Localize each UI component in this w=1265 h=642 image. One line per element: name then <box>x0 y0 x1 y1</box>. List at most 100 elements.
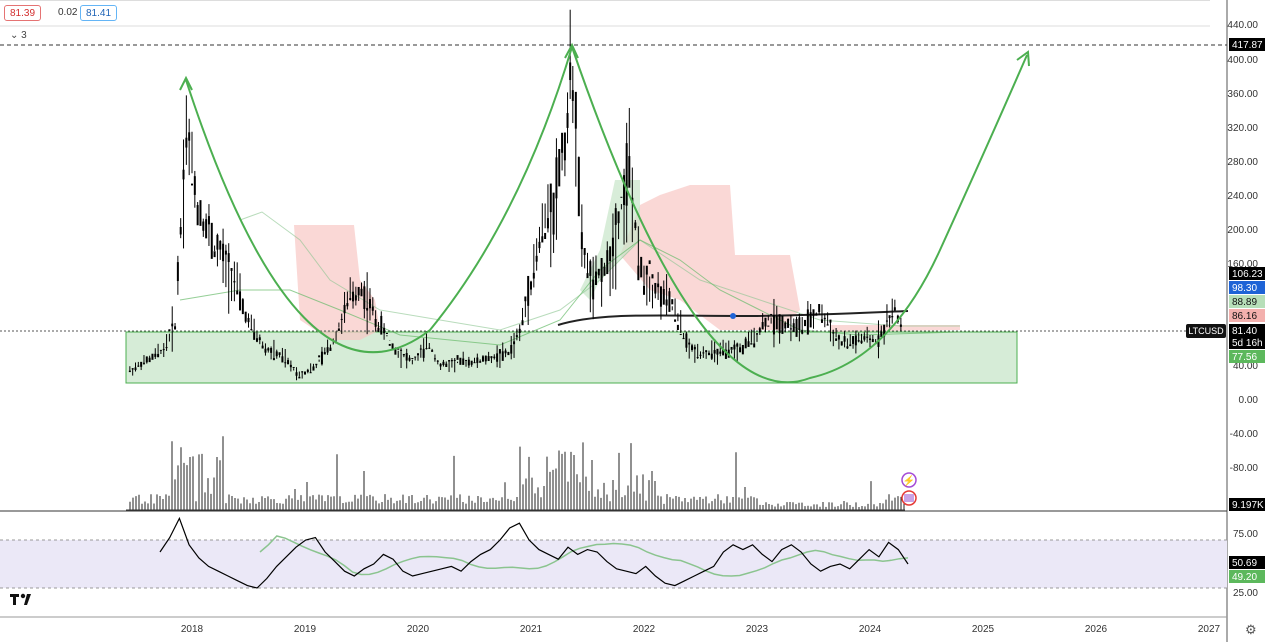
price-tick-label: 440.00 <box>1227 20 1258 31</box>
candle-body <box>419 348 422 350</box>
candle-body <box>835 338 838 341</box>
candle-body <box>854 335 857 346</box>
candle-body <box>250 329 253 331</box>
candle-body <box>767 325 770 327</box>
candle-body <box>459 357 462 365</box>
candle-body <box>473 362 476 364</box>
candle-body <box>431 350 434 352</box>
price-tick-label: 400.00 <box>1227 55 1258 66</box>
flash-event-icon[interactable] <box>901 472 917 488</box>
candle-body <box>145 356 148 363</box>
indicators-toggle[interactable]: ⌄ 3 <box>10 29 27 43</box>
candle-body <box>552 192 555 235</box>
arc-arrowhead <box>1016 50 1030 67</box>
candle-body <box>185 137 188 148</box>
candle-body <box>453 359 456 361</box>
candle-body <box>470 360 473 365</box>
cycle-arc-1[interactable] <box>185 46 573 354</box>
candle-body <box>866 336 869 338</box>
candle-body <box>719 351 722 354</box>
candle-body <box>142 362 145 364</box>
candle-body <box>137 365 140 367</box>
candle-body <box>224 250 227 255</box>
price-label-bg <box>1229 295 1265 308</box>
price-tick-label: 200.00 <box>1227 225 1258 236</box>
candle-body <box>589 261 592 276</box>
candle-body <box>691 345 694 350</box>
candle-body <box>885 320 888 322</box>
candle-body <box>366 307 369 311</box>
candle-body <box>561 132 564 153</box>
candle-body <box>674 319 677 322</box>
price-tick-label: -80.00 <box>1230 463 1259 474</box>
candle-body <box>863 336 866 340</box>
candle-body <box>391 343 394 351</box>
candle-body <box>481 356 484 362</box>
candle-body <box>659 286 662 307</box>
ask-price-button[interactable]: 81.41 <box>80 5 118 21</box>
candle-body <box>315 363 318 366</box>
candle-body <box>792 323 795 332</box>
candle-body <box>592 279 595 300</box>
candle-body <box>532 272 535 279</box>
candle-body <box>883 324 886 337</box>
candle-body <box>893 307 896 311</box>
price-tick-label: 280.00 <box>1227 157 1258 168</box>
candle-body <box>436 360 439 362</box>
neckline[interactable] <box>557 310 909 326</box>
candle-body <box>843 336 846 342</box>
candle-body <box>465 359 468 361</box>
price-tick-label: 40.00 <box>1233 361 1258 372</box>
candle-body <box>140 361 143 367</box>
candle-body <box>239 291 242 311</box>
tradingview-logo-icon[interactable] <box>10 592 38 611</box>
candle-body <box>476 357 479 364</box>
candle-body <box>182 169 185 180</box>
candle-body <box>812 309 815 317</box>
candle-body <box>233 280 236 283</box>
cloud-bearish-2019 <box>294 225 380 340</box>
candle-body <box>625 143 628 206</box>
candle-body <box>244 311 247 322</box>
support-zone-box[interactable] <box>125 331 1018 384</box>
candle-body <box>352 291 355 302</box>
indicators-count: 3 <box>21 30 27 41</box>
candle-body <box>496 353 499 362</box>
candle-body <box>823 317 826 320</box>
candle-body <box>405 353 408 361</box>
candle-body <box>733 344 736 350</box>
candle-body <box>722 348 725 356</box>
candle-body <box>368 299 371 309</box>
chevron-down-icon: ⌄ <box>10 30 19 41</box>
candle-body <box>340 318 343 320</box>
candle-body <box>801 330 804 334</box>
candle-body <box>611 237 614 257</box>
candle-body <box>343 304 346 314</box>
price-label-bg <box>1229 309 1265 322</box>
time-tick-label: 2024 <box>859 624 882 635</box>
candle-body <box>236 290 239 295</box>
candle-body <box>891 316 894 318</box>
candle-body <box>417 353 419 356</box>
time-tick-label: 2026 <box>1085 624 1108 635</box>
candle-body <box>510 344 513 354</box>
bid-price-button[interactable]: 81.39 <box>4 5 42 21</box>
price-label: 9.197K <box>1232 500 1264 511</box>
candle-body <box>241 299 244 315</box>
candle-body <box>546 218 549 229</box>
settings-gear-icon[interactable]: ⚙ <box>1245 622 1257 637</box>
candle-body <box>148 357 151 363</box>
candle-body <box>555 157 558 199</box>
price-label: 86.16 <box>1232 311 1257 322</box>
neckline-anchor[interactable] <box>730 313 736 319</box>
candle-body <box>484 355 487 362</box>
candle-body <box>272 358 275 361</box>
candle-body <box>467 359 470 366</box>
candle-body <box>736 343 739 347</box>
cycle-arc-2[interactable] <box>571 46 1028 384</box>
candle-body <box>620 196 623 198</box>
candle-body <box>597 268 600 276</box>
candle-body <box>304 371 306 375</box>
candle-body <box>571 90 574 101</box>
